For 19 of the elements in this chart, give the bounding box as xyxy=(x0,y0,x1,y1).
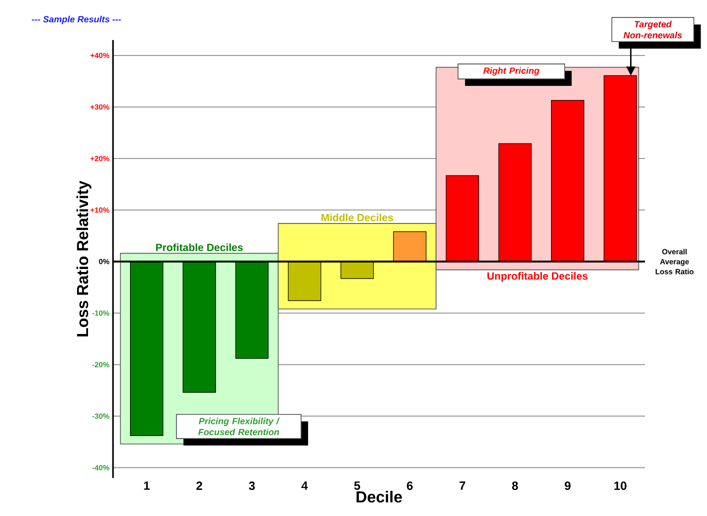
annotation: Pricing Flexibility / Focused Retention xyxy=(198,418,280,436)
band-label: Profitable Deciles xyxy=(156,243,243,252)
y-axis-title: Loss Ratio Relativity xyxy=(76,180,92,336)
x-tick-label: 9 xyxy=(564,482,571,490)
x-tick-label: 8 xyxy=(512,482,518,490)
x-tick-label: 10 xyxy=(614,482,626,490)
annotation: Right Pricing xyxy=(483,67,540,76)
x-tick-label: 1 xyxy=(144,482,150,490)
annotation: Targeted Non-renewals xyxy=(624,20,682,38)
x-tick-label: 2 xyxy=(196,482,202,490)
x-tick-label: 7 xyxy=(460,482,466,490)
band-label: Middle Deciles xyxy=(322,214,394,222)
x-tick-label: 6 xyxy=(406,482,413,490)
band-label: Unprofitable Deciles xyxy=(487,272,588,282)
x-tick-label: 4 xyxy=(301,482,308,490)
x-axis-title: Decile xyxy=(356,490,402,503)
x-tick-label: 5 xyxy=(354,482,360,490)
x-tick-label: 3 xyxy=(248,482,255,490)
chart-title: --- Sample Results --- xyxy=(32,16,121,24)
